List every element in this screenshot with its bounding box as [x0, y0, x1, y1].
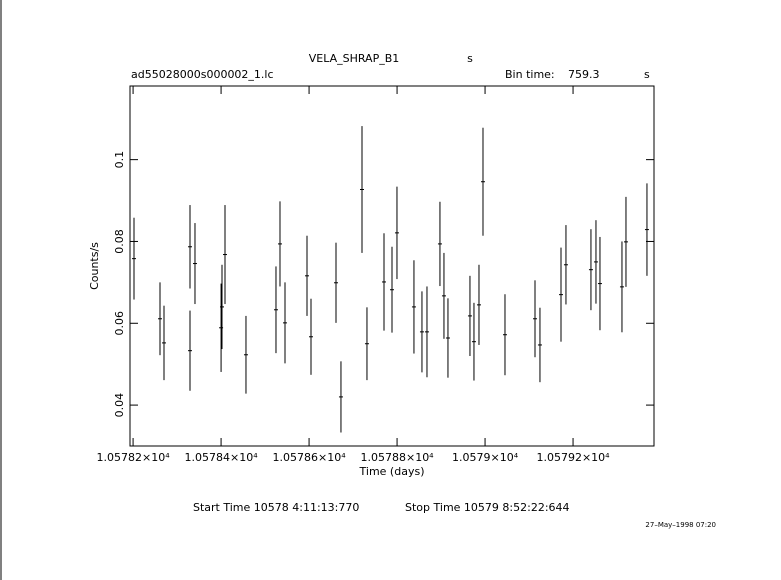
chart-title: VELA_SHRAP_B1 [309, 52, 400, 65]
x-tick-label: 1.05782×10⁴ [97, 451, 171, 464]
stop-time: Stop Time 10579 8:52:22:644 [405, 501, 570, 514]
start-time: Start Time 10578 4:11:13:770 [193, 501, 359, 514]
title-unit: s [467, 52, 473, 65]
bin-time-label: Bin time: [505, 68, 555, 81]
plot-frame [129, 85, 655, 447]
x-tick-label: 1.05786×10⁴ [273, 451, 347, 464]
subtitle: ad55028000s000002_1.lc [131, 68, 274, 81]
x-tick-label: 1.05792×10⁴ [536, 451, 610, 464]
y-tick-label: 0.1 [113, 151, 126, 169]
x-tick-label: 1.05788×10⁴ [360, 451, 434, 464]
x-axis-label: Time (days) [359, 465, 425, 478]
bin-time-unit: s [644, 68, 650, 81]
y-tick-label: 0.04 [113, 393, 126, 418]
x-tick-label: 1.05784×10⁴ [185, 451, 259, 464]
timestamp: 27–May–1998 07:20 [645, 521, 716, 529]
bin-time: 759.3 [568, 68, 600, 81]
y-tick-label: 0.08 [113, 229, 126, 254]
y-axis-label: Counts/s [88, 242, 101, 290]
y-tick-label: 0.06 [113, 311, 126, 336]
x-tick-label: 1.0579×10⁴ [452, 451, 519, 464]
